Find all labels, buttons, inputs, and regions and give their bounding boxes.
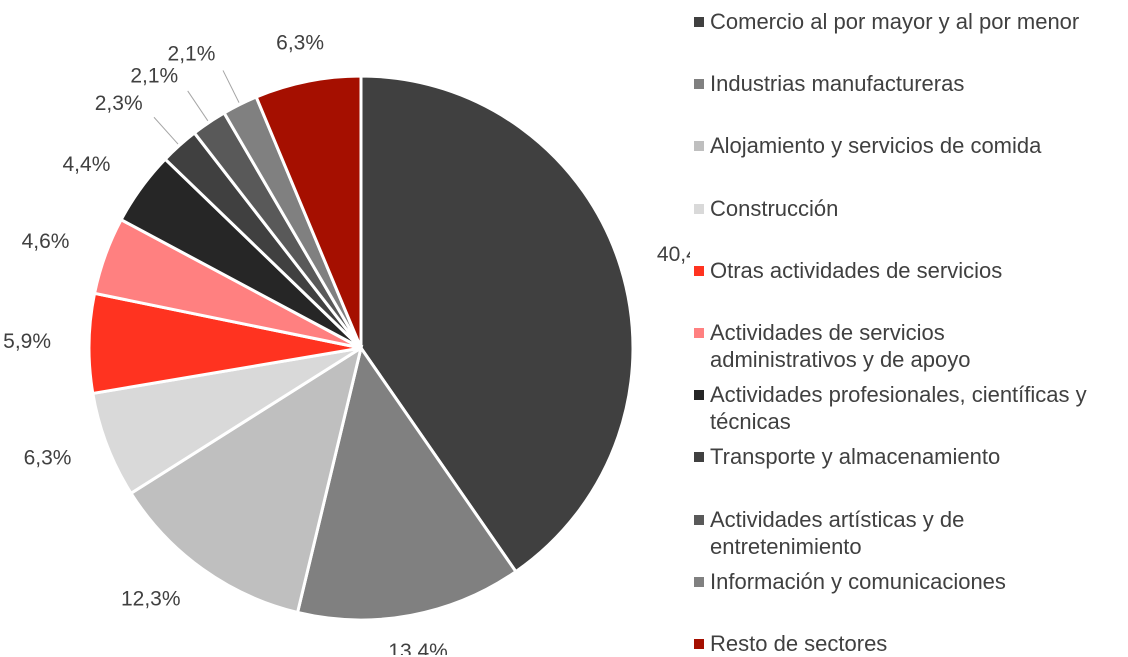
leader-line — [222, 70, 240, 103]
leader-line — [153, 116, 179, 145]
legend-label: Industrias manufactureras — [710, 71, 965, 97]
legend-swatch — [694, 390, 704, 401]
legend-label: Comercio al por mayor y al por menor — [710, 9, 1080, 34]
legend-item: Industrias manufactureras — [694, 70, 1094, 97]
legend-item: Alojamiento y servicios de comida — [694, 132, 1094, 159]
legend-swatch — [694, 328, 704, 338]
legend-swatch — [694, 17, 704, 27]
legend-item: Información y comunicaciones — [694, 568, 1094, 595]
legend-label: Alojamiento y servicios de comida — [710, 133, 1042, 159]
chart: 40,4% 13,4% 12,3% 6,3% 5,9% 4,6% 4,4% 2,3% 2,1%2… — [3, 32, 690, 655]
legend-swatch — [694, 576, 704, 587]
pie-slice — [128, 344, 364, 615]
legend-item: Transporte y almacenamiento — [694, 443, 1094, 470]
legend-swatch — [694, 79, 704, 90]
legend-swatch — [694, 452, 704, 463]
pie-slice — [295, 344, 518, 622]
pie-slice — [359, 74, 635, 574]
data-label: 4,4% — [63, 153, 111, 176]
legend-swatch — [694, 514, 704, 525]
legend-label: Construcción — [710, 195, 839, 221]
legend-label: Información y comunicaciones — [710, 568, 1006, 594]
legend-item: Actividades de servicios administrativos… — [694, 319, 1094, 373]
data-label: 2,1% — [168, 43, 216, 66]
data-label: 13,4% — [388, 640, 448, 655]
legend-item: Comercio al por mayor y al por menor — [694, 8, 1094, 35]
data-label: 40,4% — [657, 243, 690, 266]
pie-slice — [254, 74, 363, 349]
legend-label: Resto de sectores — [710, 631, 888, 656]
legend-swatch — [694, 265, 704, 276]
leader-line — [187, 90, 209, 122]
legend-item: Construcción — [694, 195, 1094, 222]
legend-item: Otras actividades de servicios — [694, 257, 1094, 284]
legend-label: Actividades de servicios administrativos… — [710, 320, 971, 372]
legend-item: Actividades profesionales, científicas y… — [694, 381, 1094, 435]
data-label: 5,9% — [3, 330, 51, 353]
legend-item: Resto de sectores — [694, 630, 1094, 657]
legend-swatch — [694, 203, 704, 214]
legend-label: Actividades profesionales, científicas y… — [710, 382, 1087, 435]
data-label: 6,3% — [276, 32, 324, 55]
data-label: 4,6% — [22, 230, 70, 253]
data-label: 6,3% — [24, 446, 72, 469]
legend-label: Transporte y almacenamiento — [710, 444, 1001, 470]
data-label: 12,3% — [121, 588, 181, 611]
legend-label: Otras actividades de servicios — [710, 257, 1003, 283]
data-label: 2,1% — [130, 64, 178, 87]
data-label: 2,3% — [95, 92, 143, 115]
legend-item: Actividades artísticas y de entretenimie… — [694, 506, 1094, 560]
legend-swatch — [694, 141, 704, 152]
legend-label: Actividades artísticas y de entretenimie… — [710, 506, 965, 559]
legend-swatch — [694, 639, 704, 649]
